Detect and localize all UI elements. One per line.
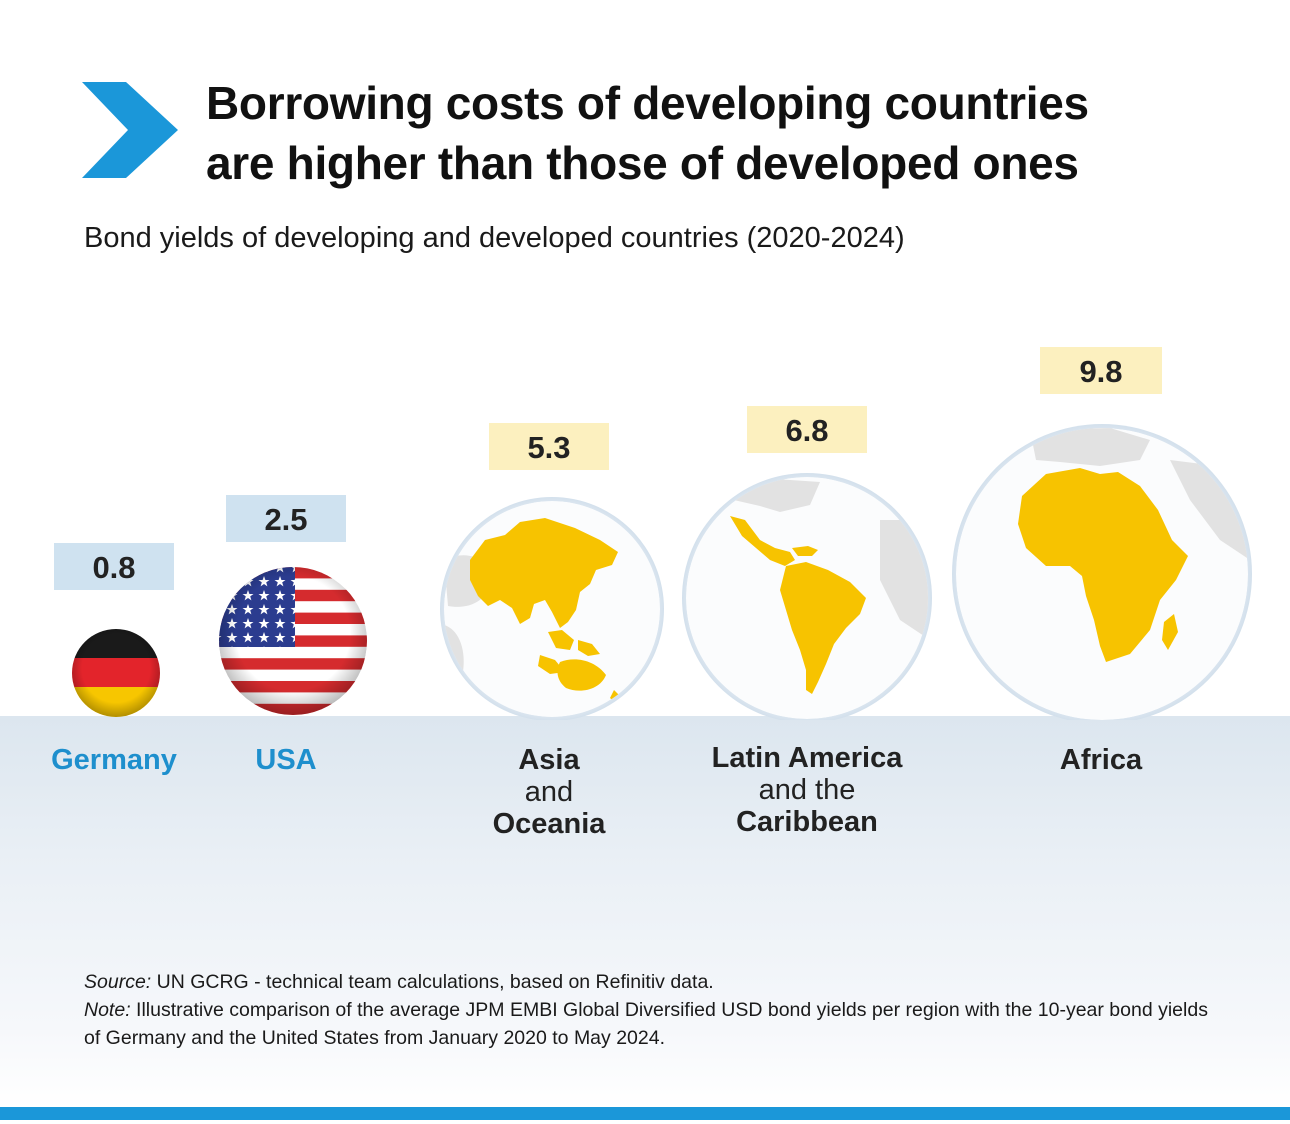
source-line: Source: UN GCRG - technical team calcula… [84,968,1224,996]
note-prefix: Note: [84,999,131,1021]
germany-flag-icon [72,629,160,717]
footnote: Source: UN GCRG - technical team calcula… [84,968,1224,1052]
category-label-africa: Africa [1001,744,1201,776]
value-label-latam: 6.8 [785,413,828,448]
category-label-usa: USA [226,744,346,776]
value-label-asia: 5.3 [527,430,570,465]
asia-label-line-3: Oceania [492,808,606,840]
value-box-usa [226,495,346,542]
asia-oceania-globe-icon [440,497,664,720]
category-label-germany: Germany [34,744,194,776]
ground-band [0,716,1290,1108]
value-box-asia [489,423,609,470]
value-box-latam [747,406,867,453]
source-text: UN GCRG - technical team calculations, b… [151,971,714,993]
value-label-africa: 9.8 [1079,354,1122,389]
value-box-africa [1040,347,1162,394]
category-label-asia-oceania: Asia and Oceania [449,744,649,840]
africa-label-text: Africa [1059,744,1143,776]
asia-label-line-1: Asia [518,744,580,776]
value-box-germany [54,543,174,590]
germany-label-text: Germany [51,744,177,776]
chevron-icon [82,82,178,178]
title-line-1: Borrowing costs of developing countries [206,77,1089,129]
title-line-2: are higher than those of developed ones [206,137,1079,189]
latam-label-line-1: Latin America [711,742,903,774]
note-line: Note: Illustrative comparison of the ave… [84,996,1224,1052]
category-label-latin-america: Latin America and the Caribbean [677,742,937,838]
latin-america-globe-icon [682,473,932,720]
chart-subtitle: Bond yields of developing and developed … [84,222,905,254]
value-label-usa: 2.5 [264,502,307,537]
asia-label-line-2: and [524,776,574,808]
note-text: Illustrative comparison of the average J… [84,999,1208,1049]
latam-label-line-3: Caribbean [736,806,878,838]
usa-flag-icon [219,567,367,715]
latam-label-line-2: and the [758,774,856,806]
value-label-germany: 0.8 [92,550,135,585]
page-title: Borrowing costs of developing countries … [206,73,1266,193]
bubble-chart: 0.8 2.5 5.3 6.8 9.8 [54,347,1252,720]
africa-globe-icon [952,424,1252,720]
source-prefix: Source: [84,971,152,993]
bottom-accent-bar [0,1107,1290,1120]
usa-label-text: USA [255,744,317,776]
